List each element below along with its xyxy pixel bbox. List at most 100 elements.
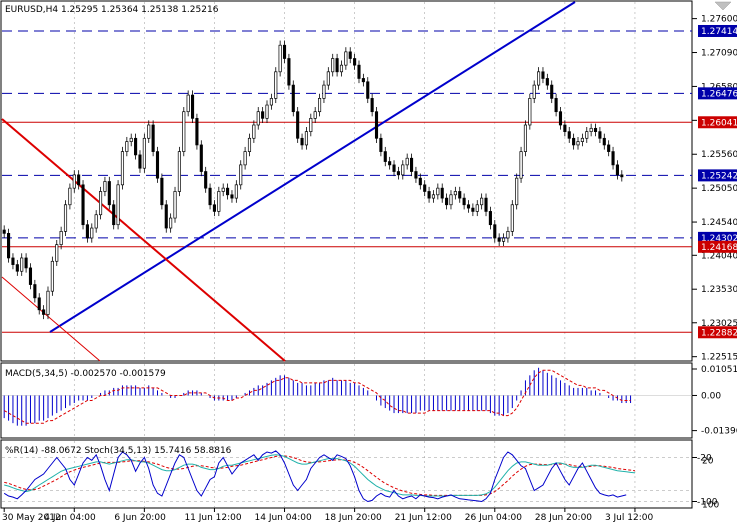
bear-candle <box>348 51 352 59</box>
bull-candle <box>252 124 256 139</box>
bull-candle <box>265 104 269 119</box>
bear-candle <box>567 131 571 139</box>
bull-candle <box>318 98 322 113</box>
bear-candle <box>361 78 365 83</box>
bull-candle <box>20 257 24 272</box>
bear-candle <box>15 264 19 272</box>
price-grid <box>73 2 636 507</box>
bear-candle <box>423 184 427 192</box>
macd-tick-label: -0.01396 <box>701 427 737 437</box>
level-label-box <box>698 24 737 37</box>
time-tick-label: 18 Jun 20:00 <box>325 513 382 523</box>
williams-r-line <box>3 450 627 503</box>
bull-candle <box>322 84 326 99</box>
bear-candle <box>160 177 164 206</box>
bull-candle <box>585 131 589 139</box>
bear-candle <box>374 111 379 139</box>
bull-candle <box>576 141 580 146</box>
bear-candle <box>353 58 357 66</box>
bull-candle <box>519 151 523 179</box>
bear-candle <box>379 137 383 152</box>
bear-candle <box>33 284 37 299</box>
time-tick-label: 4 Jun 04:00 <box>44 513 96 523</box>
bear-candle <box>107 181 111 206</box>
price-tick-label: 1.25560 <box>701 150 737 160</box>
descending-channel-line <box>1 118 286 362</box>
bull-candle <box>401 164 405 176</box>
bull-candle <box>116 184 120 226</box>
bear-candle <box>212 204 216 212</box>
bull-candle <box>501 237 506 242</box>
bull-candle <box>515 177 519 206</box>
bear-candle <box>11 257 15 265</box>
bear-candle <box>370 98 374 113</box>
price-tick-label: 1.24040 <box>701 251 737 261</box>
trend-lines <box>1 1 576 362</box>
candles <box>2 40 624 320</box>
chart-shift-marker[interactable] <box>714 1 732 11</box>
level-label: 1.26041 <box>701 118 737 128</box>
bear-candle <box>445 197 449 206</box>
price-tick-label: 1.23530 <box>701 285 737 295</box>
time-tick-label: 30 May 2012 <box>2 513 61 523</box>
level-labels: 1.27414 1.26476 1.26041 1.25242 1.243021.241… <box>698 24 737 339</box>
price-tick-label: 1.27090 <box>701 49 737 59</box>
bear-candle <box>488 211 492 226</box>
osc-tick-label: -100 <box>697 498 718 508</box>
bull-candle <box>147 124 151 139</box>
bear-candle <box>28 267 33 285</box>
bear-candle <box>418 177 422 186</box>
bear-candle <box>471 207 475 212</box>
bull-candle <box>217 191 221 212</box>
bull-candle <box>63 204 68 232</box>
bull-candle <box>278 44 282 73</box>
price-tick-label: 1.25050 <box>701 184 737 194</box>
bear-candle <box>37 297 41 311</box>
bear-candle <box>335 58 339 73</box>
macd-label: MACD(5,34,5) -0.002570 -0.001579 <box>5 369 166 379</box>
bull-candle <box>182 111 186 152</box>
price-axis: 1.276001.270901.265801.260701.255601.250… <box>692 15 737 363</box>
bull-candle <box>173 191 177 219</box>
bear-candle <box>611 151 615 166</box>
bull-candle <box>59 231 63 246</box>
bear-candle <box>383 151 387 162</box>
bull-candle <box>94 214 98 229</box>
bull-candle <box>243 151 247 166</box>
bear-candle <box>155 151 160 179</box>
macd-tick-label: 0.010515 <box>701 365 737 375</box>
bear-candle <box>607 144 611 152</box>
bull-candle <box>129 137 133 142</box>
bull-candle <box>449 194 453 206</box>
bull-candle <box>453 191 457 196</box>
bull-candle <box>344 51 348 66</box>
symbol-header: EURUSD,H4 1.25295 1.25364 1.25138 1.2521… <box>5 5 219 15</box>
time-tick-label: 26 Jun 04:00 <box>465 513 522 523</box>
bear-candle <box>388 161 392 166</box>
level-label: 1.25242 <box>701 171 737 181</box>
bull-candle <box>169 217 173 229</box>
bull-candle <box>506 231 510 239</box>
price-tick-label: 1.27600 <box>701 15 737 25</box>
bull-candle <box>313 111 317 119</box>
bear-candle <box>554 98 558 113</box>
bear-candle <box>138 154 142 169</box>
bull-candle <box>510 204 514 232</box>
bull-candle <box>436 187 440 196</box>
bear-candle <box>291 84 295 113</box>
bear-candle <box>81 184 85 226</box>
bull-candle <box>528 98 532 126</box>
bear-candle <box>396 171 400 176</box>
bull-candle <box>90 227 94 239</box>
time-tick-label: 6 Jun 20:00 <box>114 513 166 523</box>
level-label-box <box>698 240 737 253</box>
price-tick-label: 1.23025 <box>701 319 737 329</box>
bull-candle <box>55 244 59 262</box>
macd-tick-label: 0.00 <box>701 391 721 401</box>
bear-candle <box>414 171 418 179</box>
stoch-main-line <box>4 454 636 497</box>
bear-candle <box>484 197 488 212</box>
bear-candle <box>226 187 230 196</box>
